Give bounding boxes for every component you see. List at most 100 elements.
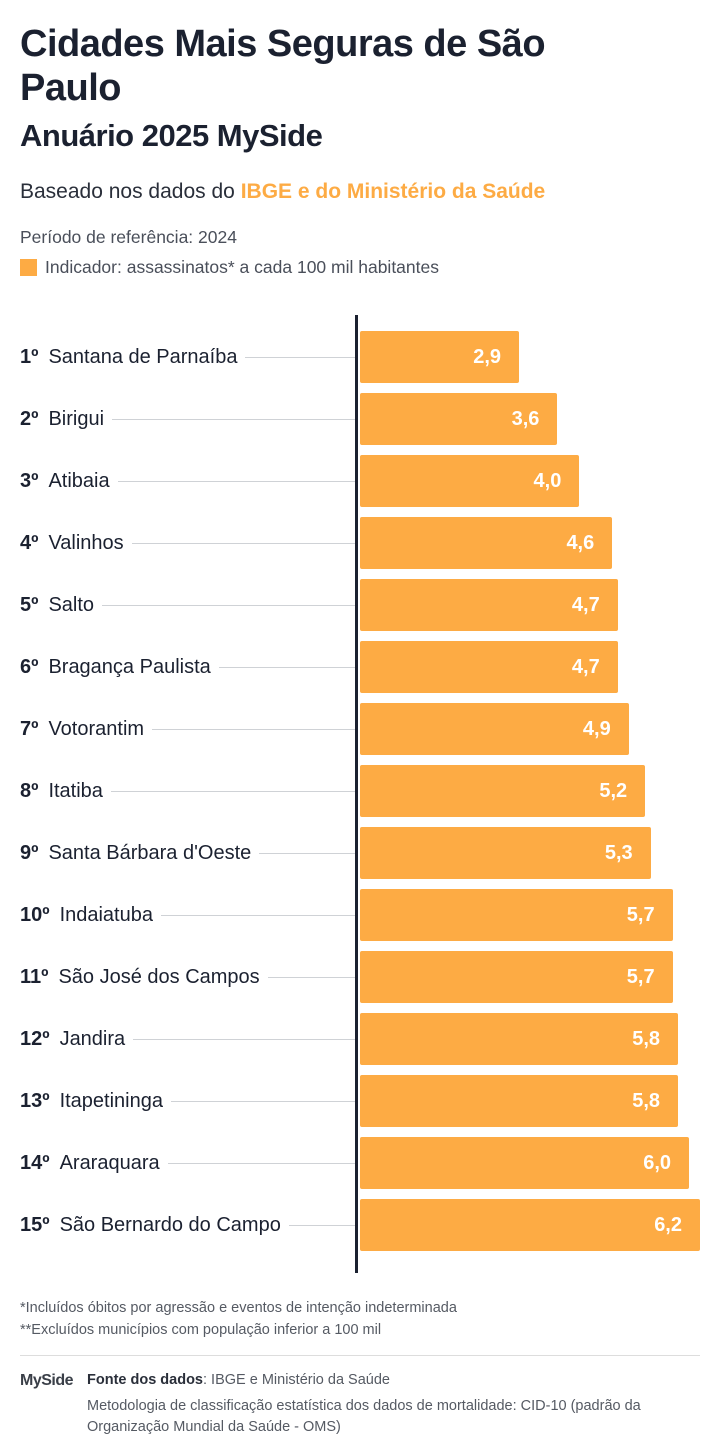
legend-swatch bbox=[20, 259, 37, 276]
rank-label: 2º bbox=[20, 408, 39, 430]
rank-label: 9º bbox=[20, 842, 39, 864]
bar bbox=[360, 393, 558, 445]
value-label: 2,9 bbox=[473, 346, 502, 368]
page-subtitle: Anuário 2025 MySide bbox=[20, 118, 323, 153]
value-label: 6,2 bbox=[654, 1214, 682, 1236]
city-name: São Bernardo do Campo bbox=[59, 1214, 281, 1236]
myside-logo: MySide bbox=[20, 1372, 74, 1389]
bar bbox=[360, 889, 673, 941]
value-label: 5,8 bbox=[632, 1028, 661, 1050]
rank-label: 12º bbox=[20, 1028, 50, 1050]
row-guide-line bbox=[20, 1039, 357, 1040]
category-label: 14º Araraquara bbox=[20, 1151, 168, 1175]
category-label: 12º Jandira bbox=[20, 1027, 134, 1051]
city-name: Itapetininga bbox=[59, 1090, 163, 1112]
row-guide-line bbox=[20, 729, 357, 730]
category-label: 10º Indaiatuba bbox=[20, 903, 161, 927]
value-label: 5,8 bbox=[632, 1090, 661, 1112]
value-label: 5,2 bbox=[599, 780, 628, 802]
reference-period: Período de referência: 2024 bbox=[20, 227, 237, 247]
rank-label: 1º bbox=[20, 346, 39, 368]
chart-axis-line bbox=[355, 315, 358, 1273]
row-guide-line bbox=[20, 419, 357, 420]
bar bbox=[360, 1013, 679, 1065]
category-label: 1º Santana de Parnaíba bbox=[20, 345, 246, 369]
value-label: 3,6 bbox=[511, 408, 540, 430]
bar bbox=[360, 1199, 700, 1251]
row-guide-line bbox=[20, 915, 357, 916]
footnote-2: **Excluídos municípios com população inf… bbox=[20, 1322, 382, 1338]
bar bbox=[360, 703, 629, 755]
data-basis-prefix: Baseado nos dados do bbox=[20, 180, 241, 203]
city-name: Indaiatuba bbox=[59, 904, 153, 926]
bar bbox=[360, 641, 618, 693]
category-label: 3º Atibaia bbox=[20, 469, 118, 493]
row-guide-line bbox=[20, 791, 357, 792]
city-name: Atibaia bbox=[48, 470, 110, 492]
city-name: Salto bbox=[48, 594, 95, 616]
category-label: 7º Votorantim bbox=[20, 717, 153, 741]
category-label: 5º Salto bbox=[20, 593, 103, 617]
row-guide-line bbox=[20, 1163, 357, 1164]
source-label: Fonte dos dados bbox=[87, 1372, 203, 1388]
value-label: 5,7 bbox=[626, 904, 655, 926]
source-value: : IBGE e Ministério da Saúde bbox=[203, 1372, 390, 1388]
legend-label: Indicador: assassinatos* a cada 100 mil … bbox=[45, 257, 439, 277]
value-label: 5,3 bbox=[604, 842, 633, 864]
bar bbox=[360, 517, 613, 569]
data-source: Fonte dos dados: IBGE e Ministério da Sa… bbox=[87, 1372, 390, 1388]
methodology-note: Metodologia de classificação estatística… bbox=[87, 1398, 641, 1435]
category-label: 13º Itapetininga bbox=[20, 1089, 171, 1113]
bar bbox=[360, 827, 651, 879]
bar bbox=[360, 455, 580, 507]
city-name: Birigui bbox=[48, 408, 105, 430]
city-name: Jandira bbox=[59, 1028, 126, 1050]
rank-label: 6º bbox=[20, 656, 39, 678]
category-label: 6º Bragança Paulista bbox=[20, 655, 219, 679]
category-label: 15º São Bernardo do Campo bbox=[20, 1213, 289, 1237]
city-name: Votorantim bbox=[48, 718, 145, 740]
legend: Indicador: assassinatos* a cada 100 mil … bbox=[20, 257, 439, 278]
category-label: 2º Birigui bbox=[20, 407, 113, 431]
bar bbox=[360, 579, 618, 631]
row-guide-line bbox=[20, 1101, 357, 1102]
rank-label: 11º bbox=[20, 966, 49, 988]
city-name: Bragança Paulista bbox=[48, 656, 211, 678]
category-label: 11º São José dos Campos bbox=[20, 965, 268, 989]
bar bbox=[360, 331, 520, 383]
value-label: 4,7 bbox=[571, 594, 600, 616]
rank-label: 10º bbox=[20, 904, 50, 926]
category-label: 9º Santa Bárbara d'Oeste bbox=[20, 841, 260, 865]
data-basis-highlight: IBGE e do Ministério da Saúde bbox=[240, 180, 546, 203]
city-name: Santana de Parnaíba bbox=[48, 346, 238, 368]
value-label: 4,7 bbox=[571, 656, 600, 678]
city-name: Valinhos bbox=[48, 532, 124, 554]
rank-label: 4º bbox=[20, 532, 39, 554]
row-guide-line bbox=[20, 481, 357, 482]
value-label: 4,9 bbox=[582, 718, 611, 740]
value-label: 4,6 bbox=[566, 532, 595, 554]
bar bbox=[360, 765, 646, 817]
city-name: Itatiba bbox=[48, 780, 103, 802]
city-name: Araraquara bbox=[59, 1152, 160, 1174]
rank-label: 3º bbox=[20, 470, 39, 492]
rank-label: 15º bbox=[20, 1214, 50, 1236]
row-guide-line bbox=[20, 543, 357, 544]
footnote-1: *Incluídos óbitos por agressão e eventos… bbox=[20, 1300, 457, 1316]
rank-label: 8º bbox=[20, 780, 39, 802]
value-label: 5,7 bbox=[626, 966, 655, 988]
bar bbox=[360, 1075, 679, 1127]
city-name: Santa Bárbara d'Oeste bbox=[48, 842, 252, 864]
data-basis: Baseado nos dados do IBGE e do Ministéri… bbox=[20, 180, 545, 204]
bar-chart: 1º Santana de Parnaíba 2,9 2º Birigui 3,6 3º At… bbox=[20, 331, 700, 1251]
value-label: 6,0 bbox=[643, 1152, 672, 1174]
rank-label: 7º bbox=[20, 718, 39, 740]
page-title: Cidades Mais Seguras de São Paulo bbox=[20, 23, 546, 109]
value-label: 4,0 bbox=[533, 470, 562, 492]
category-label: 8º Itatiba bbox=[20, 779, 111, 803]
rank-label: 14º bbox=[20, 1152, 50, 1174]
bar bbox=[360, 1137, 690, 1189]
row-guide-line bbox=[20, 605, 357, 606]
category-label: 4º Valinhos bbox=[20, 531, 132, 555]
divider bbox=[20, 1355, 700, 1356]
